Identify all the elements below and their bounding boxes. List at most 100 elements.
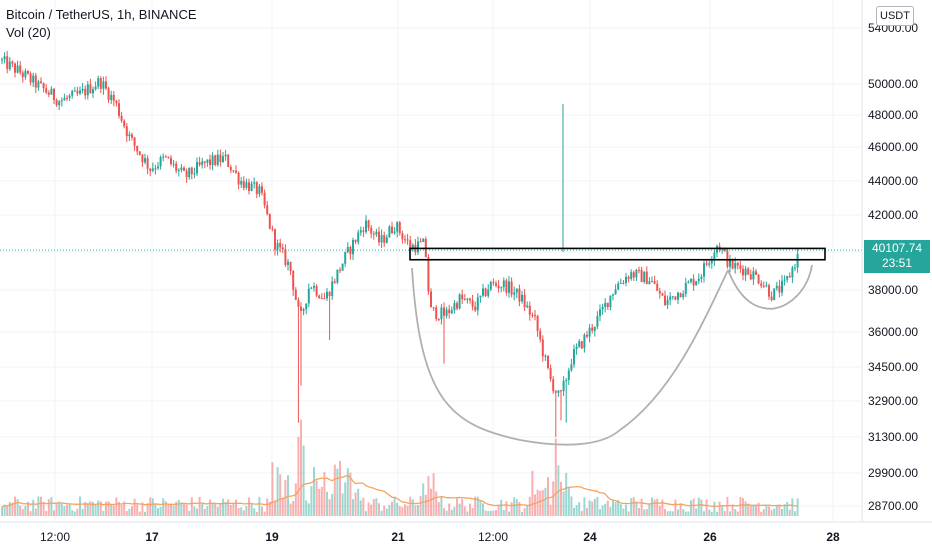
candle-body	[534, 315, 536, 317]
candle-body	[245, 182, 248, 188]
candle-body	[354, 239, 357, 242]
volume-bar	[136, 504, 139, 516]
currency-button[interactable]: USDT	[876, 6, 914, 26]
candle-body	[131, 134, 133, 138]
candle-body	[614, 289, 617, 295]
volume-bar	[237, 507, 240, 516]
candle-body	[469, 298, 471, 301]
candle-body	[643, 271, 646, 282]
candle-body	[84, 88, 87, 96]
candle-body	[617, 283, 620, 290]
candle-body	[333, 281, 336, 283]
time-axis[interactable]: 12:00 17 19 21 12:00 24 26 28	[40, 530, 840, 544]
candle-body	[588, 327, 591, 337]
volume-bar	[294, 483, 297, 516]
volume-bar	[617, 499, 620, 516]
volume-bar	[274, 500, 276, 516]
candle-body	[684, 283, 687, 294]
candle-body	[456, 303, 458, 309]
volume-bar	[120, 505, 123, 516]
volume-bar	[271, 462, 274, 516]
candle-body	[445, 309, 448, 316]
volume-bar	[625, 504, 627, 516]
candle-body	[300, 306, 302, 311]
candle-body	[227, 154, 230, 167]
volume-bar	[669, 511, 672, 516]
volume-bar	[370, 504, 373, 516]
volume-bar	[383, 505, 386, 516]
handle-curve[interactable]	[727, 264, 813, 310]
volume-bar	[466, 511, 469, 516]
candle-body	[612, 294, 614, 296]
candle-body	[549, 367, 552, 380]
volume-bar	[94, 504, 97, 516]
volume-bar	[323, 472, 326, 516]
candle-body	[294, 289, 297, 300]
candle-body	[250, 183, 253, 191]
candle-body	[700, 276, 703, 279]
candle-body	[461, 294, 464, 300]
candle-body	[716, 246, 718, 253]
volume-bar	[534, 494, 536, 516]
candle-body	[570, 364, 573, 371]
volume-bar	[622, 508, 625, 516]
candle-body	[167, 156, 170, 158]
volume-bar	[235, 499, 237, 516]
volume-bar	[362, 497, 365, 516]
volume-bar	[359, 500, 362, 516]
volume-bar	[84, 501, 87, 516]
cup-curve[interactable]	[411, 267, 729, 446]
candle-body	[266, 205, 269, 214]
candle-body	[357, 232, 360, 242]
candle-body	[45, 88, 48, 93]
volume-bar	[461, 498, 464, 516]
candle-body	[658, 290, 661, 294]
price-tick-label: 34500.00	[868, 360, 918, 374]
candle-body	[757, 274, 760, 284]
volume-bar	[599, 509, 601, 516]
candle-body	[248, 182, 250, 191]
candle-body	[253, 182, 256, 184]
volume-bar	[34, 508, 37, 516]
candle-body	[458, 294, 461, 309]
candle-body	[188, 167, 191, 178]
volume-bar	[336, 468, 339, 516]
volume-bar	[245, 506, 248, 516]
volume-bar	[640, 498, 643, 516]
volume-bar	[619, 504, 622, 516]
candle-body	[708, 263, 711, 265]
candle-body	[144, 158, 146, 163]
candle-body	[292, 271, 295, 290]
candle-body	[196, 162, 198, 174]
candle-body	[739, 265, 742, 269]
candle-body	[255, 182, 258, 195]
volume-bar	[214, 502, 217, 516]
volume-bar	[115, 497, 118, 516]
candle-body	[263, 192, 266, 206]
volume-bar	[435, 491, 438, 516]
resistance-rectangle[interactable]	[409, 247, 826, 261]
candle-body	[484, 288, 487, 296]
candle-body	[409, 240, 412, 249]
volume-bar	[523, 508, 526, 516]
candle-body	[125, 126, 128, 137]
candle-body	[222, 156, 224, 162]
bar-countdown: 23:51	[881, 256, 913, 270]
candle-body	[105, 81, 107, 89]
candle-body	[21, 72, 24, 78]
volume-bar	[406, 505, 409, 516]
volume-bar	[6, 505, 9, 516]
candle-body	[378, 231, 380, 243]
candle-body	[404, 239, 406, 241]
candle-body	[783, 279, 786, 281]
candle-body	[411, 244, 414, 249]
candle-body	[656, 283, 659, 291]
volume-bar	[671, 511, 674, 516]
volume-bar	[258, 497, 261, 516]
candle-body	[586, 334, 588, 337]
candle-body	[435, 307, 438, 320]
candle-body	[219, 154, 222, 162]
volume-bar	[21, 508, 24, 516]
